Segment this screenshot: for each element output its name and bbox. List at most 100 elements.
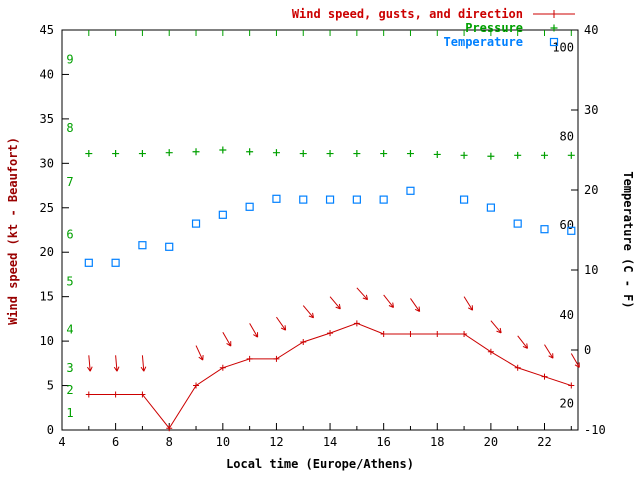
wind-speed-point — [85, 391, 92, 398]
pressure-point — [246, 148, 254, 156]
pressure-point — [460, 151, 468, 159]
wind-speed-point — [139, 391, 146, 398]
right-axis-title: Temperature (C - F) — [621, 171, 635, 309]
pressure-point — [433, 150, 441, 158]
temperature-point — [245, 202, 254, 211]
wind-speed-point — [166, 425, 173, 432]
temperature-point — [111, 258, 120, 267]
temperature-point — [299, 195, 308, 204]
celsius-tick-label: 10 — [584, 263, 598, 277]
wind-speed-point — [541, 373, 548, 380]
beaufort-label: 5 — [66, 275, 73, 289]
beaufort-label: 1 — [66, 406, 73, 420]
wind-speed-point — [487, 348, 494, 355]
x-tick-label: 8 — [166, 435, 173, 449]
gust-arrow — [356, 287, 369, 301]
beaufort-label: 4 — [66, 323, 73, 337]
x-tick-label: 6 — [112, 435, 119, 449]
kt-tick-label: 25 — [40, 201, 54, 215]
legend-label-wind: Wind speed, gusts, and direction — [291, 7, 523, 21]
x-tick-label: 22 — [537, 435, 551, 449]
temperature-point — [165, 242, 174, 251]
beaufort-label: 9 — [66, 52, 73, 66]
pressure-point — [165, 149, 173, 157]
temperature-point — [540, 225, 549, 234]
x-tick-label: 14 — [323, 435, 337, 449]
wind-speed-point — [300, 339, 307, 345]
gust-arrow — [570, 353, 580, 368]
wind-speed-line — [88, 322, 572, 430]
kt-tick-label: 45 — [40, 23, 54, 37]
temperature-point — [459, 195, 469, 204]
legend-entry-temperature: Temperature — [444, 35, 577, 49]
legend-entry-pressure: Pressure — [465, 21, 577, 35]
pressure-point — [540, 151, 548, 159]
beaufort-label: 2 — [66, 383, 73, 397]
temperature-point — [218, 210, 227, 219]
pressure-point — [219, 146, 227, 154]
pressure-point — [272, 149, 280, 157]
beaufort-label: 7 — [66, 175, 73, 189]
wind-speed-point — [353, 320, 360, 327]
gust-arrow — [383, 294, 395, 308]
fahrenheit-label: 20 — [560, 397, 574, 411]
x-tick-label: 16 — [376, 435, 390, 449]
gust-arrow — [113, 355, 120, 372]
pressure-legend-marker-icon — [550, 24, 558, 32]
wind-speed-point — [514, 364, 521, 371]
gust-arrow — [463, 296, 474, 311]
legend-plus-sample — [550, 24, 558, 32]
wind-legend-marker-icon — [533, 10, 575, 18]
pressure-point — [112, 150, 120, 158]
x-tick-label: 18 — [430, 435, 444, 449]
left-axis-title: Wind speed (kt - Beaufort) — [6, 137, 20, 325]
kt-tick-label: 5 — [47, 379, 54, 393]
wind-speed-point — [380, 331, 387, 337]
legend-label-temperature: Temperature — [443, 35, 523, 49]
gust-arrow — [302, 305, 315, 319]
pressure-point — [406, 150, 414, 158]
pressure-point — [380, 150, 388, 158]
wind-speed-point — [219, 364, 226, 371]
celsius-tick-label: 40 — [584, 23, 598, 37]
celsius-tick-label: 30 — [584, 103, 598, 117]
x-tick-label: 20 — [484, 435, 498, 449]
temperature-point — [352, 195, 361, 204]
gust-arrow — [490, 320, 502, 334]
temperature-point — [486, 203, 495, 212]
legend-square-sample — [549, 37, 559, 47]
gust-arrow — [410, 298, 421, 312]
legend-entry-wind: Wind speed, gusts, and direction — [292, 7, 577, 21]
pressure-point — [514, 151, 522, 159]
beaufort-label: 3 — [66, 361, 73, 375]
pressure-point — [85, 150, 93, 158]
gust-arrow — [87, 355, 93, 372]
gust-arrow — [222, 331, 232, 347]
kt-tick-label: 15 — [40, 290, 54, 304]
pressure-point — [353, 150, 361, 158]
gust-arrow — [249, 323, 259, 338]
temperature-point — [325, 195, 335, 204]
temperature-point — [272, 194, 281, 203]
gust-arrow — [195, 345, 204, 361]
pressure-point — [138, 150, 146, 158]
gust-arrow — [544, 344, 554, 359]
wind-speed-point — [273, 355, 280, 362]
celsius-tick-label: 20 — [584, 183, 598, 197]
x-axis-title: Local time (Europe/Athens) — [226, 457, 414, 471]
x-tick-label: 4 — [58, 435, 65, 449]
wind-speed-point — [327, 330, 334, 337]
beaufort-label: 6 — [66, 227, 73, 241]
temperature-point — [379, 195, 388, 204]
beaufort-label: 8 — [66, 121, 73, 135]
celsius-tick-label: -10 — [584, 423, 606, 437]
wind-speed-point — [568, 382, 575, 389]
kt-tick-label: 35 — [40, 112, 54, 126]
wind-speed-point — [112, 391, 119, 398]
wind-speed-point — [434, 331, 441, 337]
wind-speed-point — [407, 331, 414, 337]
legend-label-pressure: Pressure — [465, 21, 523, 35]
kt-tick-label: 10 — [40, 334, 54, 348]
temperature-point — [84, 258, 93, 267]
wind-speed-point — [461, 331, 468, 337]
